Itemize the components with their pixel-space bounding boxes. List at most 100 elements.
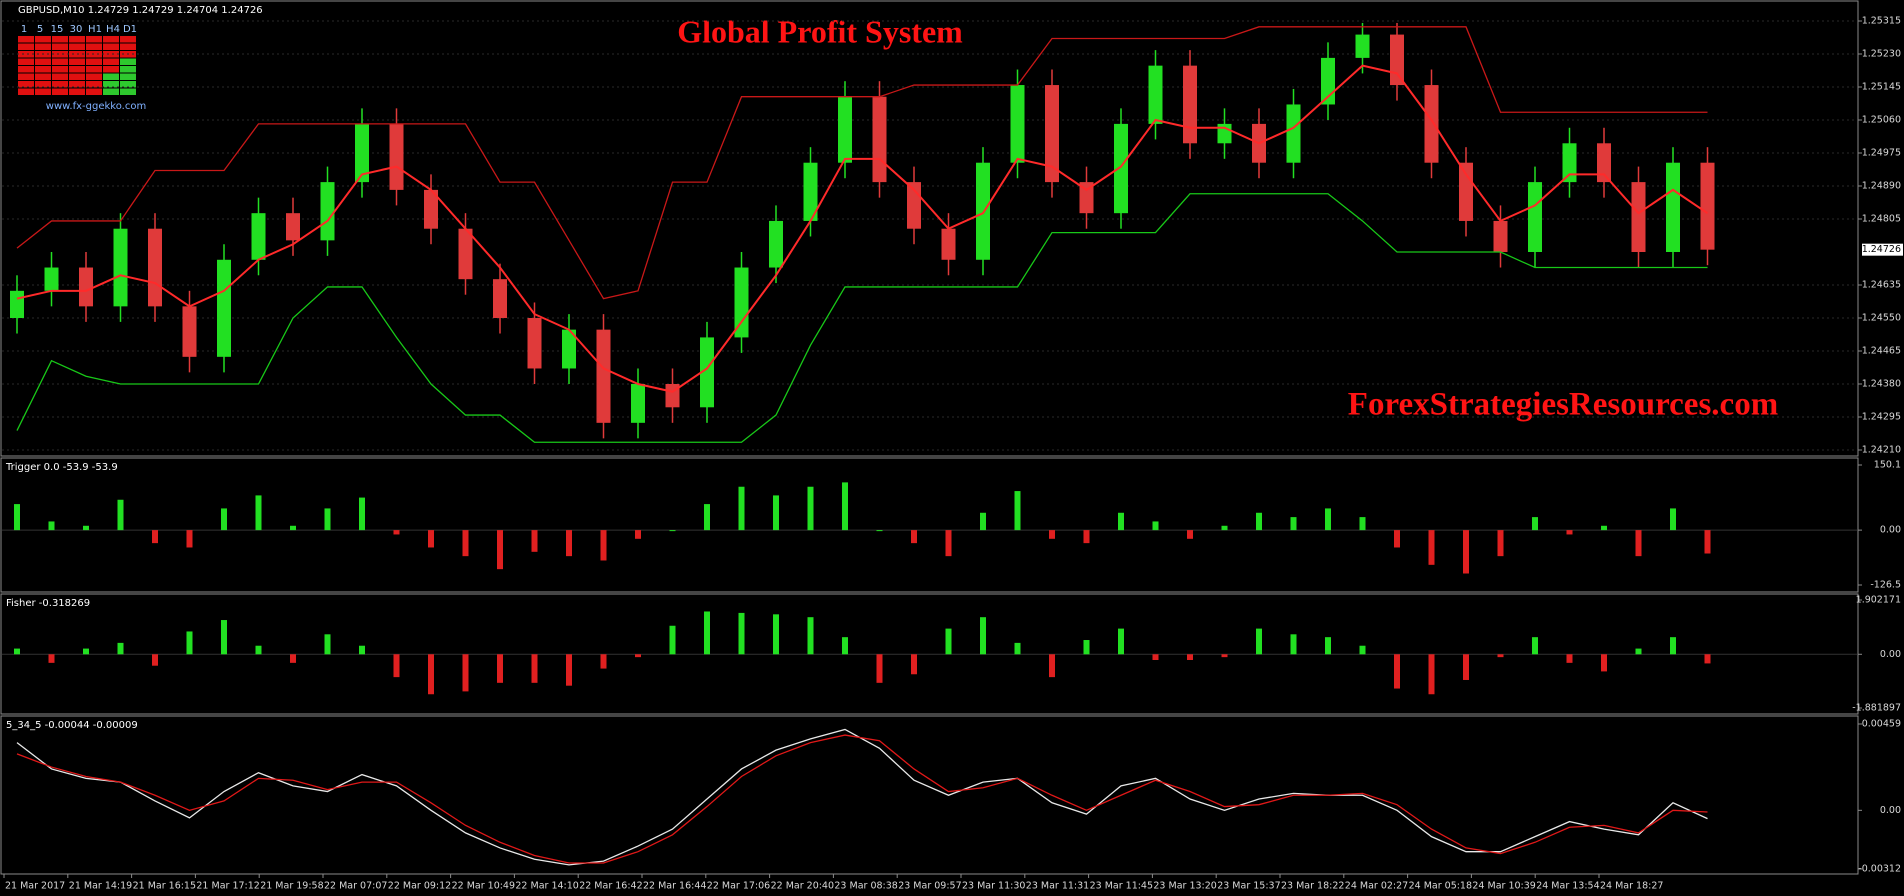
- widget-timeframe: H1: [88, 24, 102, 35]
- widget-cell: [86, 43, 102, 50]
- x-tick-label: 22 Mar 07:07: [324, 881, 387, 892]
- histogram-bar: [704, 504, 710, 531]
- histogram-bar: [773, 614, 779, 655]
- candle-body: [1114, 123, 1128, 214]
- y-tick-label: 0.00: [1880, 525, 1901, 536]
- histogram-bar: [669, 530, 676, 532]
- x-tick-label: 23 Mar 11:45: [1090, 881, 1153, 892]
- candle-body: [803, 162, 818, 221]
- candle-body: [44, 267, 59, 291]
- histogram-bar: [876, 530, 883, 532]
- histogram-bar: [393, 530, 400, 535]
- x-tick-label: 23 Mar 08:38: [834, 881, 897, 892]
- candle-body: [79, 267, 93, 307]
- candle-body: [562, 329, 576, 369]
- histogram-bar: [1463, 654, 1469, 680]
- histogram-bar: [1256, 512, 1262, 531]
- histogram-bar: [359, 645, 365, 655]
- histogram-bar: [738, 612, 745, 655]
- histogram-bar: [1256, 628, 1262, 655]
- histogram-bar: [462, 654, 469, 692]
- candle-body: [596, 329, 611, 423]
- widget-cell: [52, 58, 68, 65]
- widget-cell: [103, 73, 119, 80]
- y-tick-label: 1.24975: [1862, 148, 1901, 159]
- widget-cell: [86, 88, 102, 95]
- histogram-bar: [14, 648, 20, 655]
- histogram-bar: [1704, 654, 1711, 664]
- y-tick-label: 1.24465: [1862, 346, 1901, 357]
- oscillator-line: [16, 728, 1708, 866]
- y-tick-label: 1.24890: [1862, 181, 1901, 192]
- x-tick-label: 22 Mar 10:49: [452, 881, 515, 892]
- y-tick-label: 1.25230: [1862, 49, 1901, 60]
- widget-cell: [52, 88, 68, 95]
- widget-cell: [86, 58, 102, 65]
- widget-cell: [69, 43, 85, 50]
- widget-cell: [69, 81, 85, 88]
- x-tick-label: 24 Mar 10:39: [1472, 881, 1535, 892]
- widget-cell: [52, 43, 68, 50]
- candle-body: [941, 228, 956, 260]
- symbol-header: GBPUSD,M10 1.24729 1.24729 1.24704 1.247…: [18, 5, 263, 16]
- histogram-bar: [1187, 654, 1193, 660]
- last-price-box: [1862, 243, 1903, 256]
- indicator-line: [16, 64, 1709, 393]
- widget-cell: [52, 51, 68, 58]
- histogram-bar: [48, 654, 55, 663]
- y-tick-label: 1.25060: [1862, 115, 1901, 126]
- histogram-bar: [704, 611, 710, 655]
- y-tick-label: 0.00: [1880, 649, 1901, 660]
- y-tick-label: 150.1: [1874, 460, 1901, 471]
- candle-body: [1010, 85, 1025, 163]
- histogram-bar: [1670, 508, 1676, 531]
- histogram-bar: [117, 642, 124, 655]
- widget-cell: [35, 36, 51, 43]
- histogram-bar: [531, 530, 538, 552]
- widget-cell: [86, 66, 102, 73]
- widget-cell: [69, 66, 85, 73]
- candle-body: [1631, 182, 1646, 252]
- panel-title: 5_34_5 -0.00044 -0.00009: [6, 720, 138, 731]
- widget-cell: [103, 81, 119, 88]
- histogram-bar: [842, 637, 848, 655]
- histogram-bar: [1049, 530, 1055, 539]
- widget-cell: [18, 43, 34, 50]
- histogram-bar: [807, 486, 814, 531]
- histogram-bar: [1325, 508, 1331, 531]
- widget-cell: [52, 81, 68, 88]
- y-tick-label: 0.00459: [1862, 719, 1901, 730]
- candle-body: [1183, 65, 1197, 144]
- histogram-bar: [1670, 637, 1676, 655]
- y-tick-label: -0.00312: [1858, 864, 1901, 875]
- widget-cell: [103, 36, 119, 43]
- histogram-bar: [842, 482, 848, 531]
- widget-cell: [120, 73, 136, 80]
- candle-body: [1459, 162, 1473, 221]
- x-tick-label: 22 Mar 09:12: [388, 881, 451, 892]
- candle-body: [1562, 143, 1577, 183]
- widget-cell: [103, 88, 119, 95]
- x-tick-label: 24 Mar 18:27: [1600, 881, 1663, 892]
- histogram-bar: [462, 530, 469, 557]
- candle-body: [838, 96, 852, 163]
- widget-cell: [103, 43, 119, 50]
- x-tick-label: 21 Mar 2017: [5, 881, 65, 892]
- last-price: 1.24726: [1862, 244, 1901, 255]
- y-tick-label: 1.24635: [1862, 280, 1901, 291]
- candle-body: [493, 279, 507, 318]
- candle-body: [527, 318, 542, 369]
- histogram-bar: [876, 654, 883, 683]
- histogram-bar: [1497, 654, 1504, 658]
- y-tick-label: 0.00: [1880, 805, 1901, 816]
- histogram-bar: [152, 654, 158, 666]
- widget-cell: [18, 36, 34, 43]
- x-tick-label: 23 Mar 13:20: [1153, 881, 1216, 892]
- x-tick-label: 21 Mar 14:19: [69, 881, 132, 892]
- candle-body: [1286, 104, 1301, 163]
- histogram-bar: [324, 508, 331, 531]
- candle-body: [148, 228, 162, 307]
- candle-body: [700, 337, 714, 408]
- histogram-bar: [1428, 654, 1435, 695]
